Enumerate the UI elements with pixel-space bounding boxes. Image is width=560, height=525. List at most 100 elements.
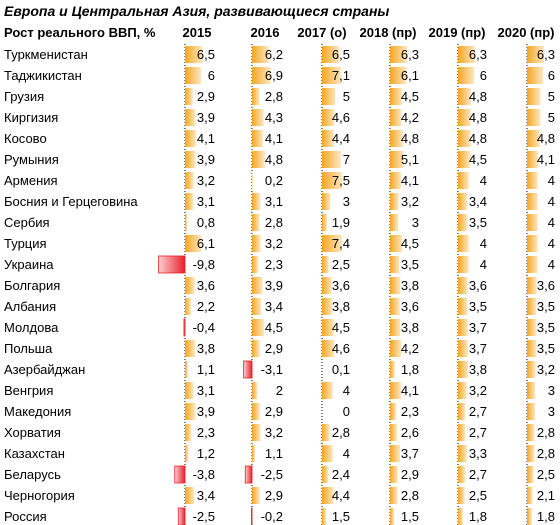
data-value-label: 5 xyxy=(548,89,555,104)
country-label: Турция xyxy=(4,236,47,251)
data-value-label: 3,6 xyxy=(469,278,487,293)
column-header: 2017 (о) xyxy=(297,25,346,40)
data-bar xyxy=(527,382,536,399)
data-value-label: 3,7 xyxy=(469,320,487,335)
data-value-label: 2,4 xyxy=(332,467,350,482)
data-value-label: 2,7 xyxy=(469,425,487,440)
data-bar xyxy=(390,361,395,378)
data-value-label: 4,1 xyxy=(401,173,419,188)
data-value-label: 0 xyxy=(343,404,350,419)
data-value-label: 4,1 xyxy=(537,152,555,167)
data-bar xyxy=(527,67,544,84)
data-value-label: 4,5 xyxy=(469,152,487,167)
data-value-label: 3,6 xyxy=(332,278,350,293)
country-label: Албания xyxy=(4,299,56,314)
data-value-label: 4,1 xyxy=(265,131,283,146)
data-bar xyxy=(390,151,404,168)
data-bar xyxy=(527,298,537,315)
data-value-label: 3,8 xyxy=(332,299,350,314)
data-value-label: 4,1 xyxy=(401,383,419,398)
data-value-label: 6,3 xyxy=(469,47,487,62)
data-value-label: 2,5 xyxy=(469,488,487,503)
data-bar xyxy=(527,277,537,294)
data-bar xyxy=(527,109,541,126)
data-bar xyxy=(390,172,402,189)
data-value-label: 4,5 xyxy=(332,320,350,335)
data-bar xyxy=(458,109,471,126)
data-value-label: 6 xyxy=(548,68,555,83)
data-bar xyxy=(390,130,403,147)
data-bar xyxy=(390,319,401,336)
data-bar xyxy=(527,445,535,462)
data-bar xyxy=(458,151,471,168)
data-bar xyxy=(390,109,402,126)
data-bar xyxy=(390,382,402,399)
data-bar xyxy=(390,508,395,525)
data-bar xyxy=(458,235,469,252)
country-label: Киргизия xyxy=(4,110,58,125)
data-bar-negative xyxy=(177,507,186,525)
data-value-label: 2,7 xyxy=(469,404,487,419)
data-value-label: 4 xyxy=(480,173,487,188)
data-value-label: 4,5 xyxy=(401,236,419,251)
data-bar xyxy=(322,235,342,252)
data-bar xyxy=(527,214,538,231)
data-bar xyxy=(322,256,329,273)
data-bar xyxy=(322,214,328,231)
data-value-label: 1,8 xyxy=(469,509,487,524)
data-bar xyxy=(185,67,202,84)
data-bar xyxy=(390,403,397,420)
data-bar xyxy=(252,214,260,231)
data-bar xyxy=(527,403,536,420)
data-value-label: 7 xyxy=(343,152,350,167)
data-bar xyxy=(252,277,263,294)
country-label: Косово xyxy=(4,131,47,146)
data-bar xyxy=(322,487,334,504)
data-value-label: 3 xyxy=(343,194,350,209)
data-bar xyxy=(322,172,343,189)
data-bar xyxy=(458,340,468,357)
data-bar xyxy=(185,340,196,357)
data-value-label: 3,9 xyxy=(265,278,283,293)
data-value-label: 6,5 xyxy=(332,47,350,62)
data-value-label: 4 xyxy=(548,257,555,272)
data-bar xyxy=(322,130,334,147)
data-bar xyxy=(185,130,197,147)
data-value-label: 2,8 xyxy=(265,215,283,230)
data-value-label: 3 xyxy=(548,383,555,398)
data-value-label: 2,9 xyxy=(265,488,283,503)
data-value-label: 3,4 xyxy=(197,488,215,503)
data-value-label: 2,9 xyxy=(401,467,419,482)
data-bar xyxy=(322,88,336,105)
data-value-label: 3,8 xyxy=(401,320,419,335)
data-value-label: 6,3 xyxy=(537,47,555,62)
column-header: 2020 (пр) xyxy=(498,25,555,40)
data-value-label: 0,2 xyxy=(265,173,283,188)
data-bar xyxy=(390,88,403,105)
data-bar xyxy=(185,424,192,441)
country-label: Азербайджан xyxy=(4,362,85,377)
data-bar xyxy=(322,109,335,126)
data-value-label: 4,8 xyxy=(469,89,487,104)
data-value-label: 2,8 xyxy=(332,425,350,440)
data-bar xyxy=(458,382,467,399)
data-bar-negative xyxy=(158,255,186,274)
data-bar xyxy=(185,403,196,420)
data-value-label: 6,9 xyxy=(265,68,283,83)
data-bar xyxy=(185,361,188,378)
data-bar xyxy=(527,46,545,63)
country-label: Болгария xyxy=(4,278,60,293)
data-value-label: 4 xyxy=(480,257,487,272)
data-value-label: 4,8 xyxy=(537,131,555,146)
data-bar xyxy=(252,172,253,189)
data-value-label: 4,8 xyxy=(265,152,283,167)
data-value-label: 3,2 xyxy=(537,362,555,377)
data-bar xyxy=(390,67,407,84)
data-value-label: 4,2 xyxy=(401,341,419,356)
data-value-label: 3,2 xyxy=(265,425,283,440)
data-bar xyxy=(185,88,193,105)
data-value-label: 3,8 xyxy=(197,341,215,356)
data-bar xyxy=(527,256,538,273)
data-value-label: 2,9 xyxy=(197,89,215,104)
data-bar xyxy=(185,151,196,168)
